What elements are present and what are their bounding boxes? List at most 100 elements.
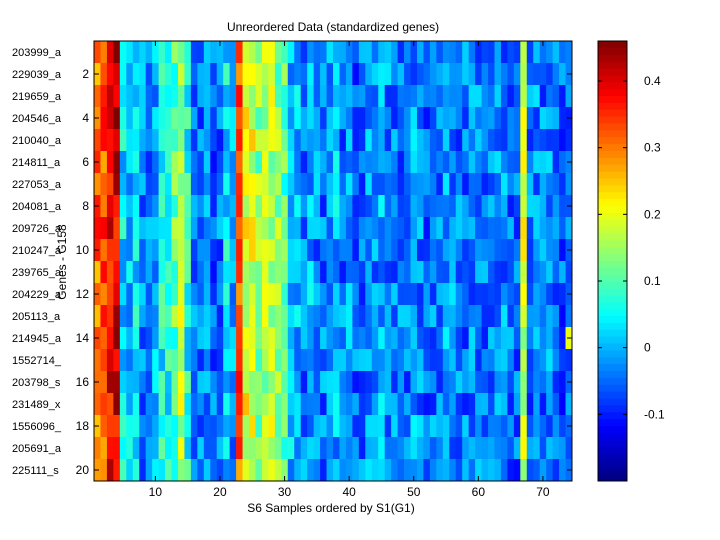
- heatmap-cell: [113, 129, 121, 152]
- heatmap-cell: [268, 437, 276, 460]
- heatmap-cell: [229, 217, 237, 240]
- y-tick-label: 16: [76, 375, 90, 389]
- heatmap-cell: [520, 393, 528, 416]
- heatmap-cell: [152, 151, 159, 174]
- heatmap-cell: [404, 151, 411, 174]
- heatmap-cell: [339, 239, 347, 262]
- heatmap-cell: [249, 239, 256, 262]
- heatmap-cell: [520, 151, 528, 174]
- heatmap-cell: [475, 151, 482, 174]
- heatmap-cell: [197, 327, 205, 350]
- heatmap-cell: [216, 283, 224, 306]
- heatmap-cell: [552, 129, 560, 152]
- heatmap-cell: [113, 107, 121, 130]
- heatmap-cell: [94, 217, 101, 240]
- heatmap-cell: [333, 107, 340, 130]
- heatmap-cell: [468, 371, 476, 394]
- heatmap-cell: [358, 151, 366, 174]
- heatmap-cell: [520, 437, 528, 460]
- heatmap-cell: [468, 283, 476, 306]
- heatmap-cell: [410, 85, 418, 108]
- colorbar-swatch: [598, 68, 627, 76]
- heatmap-cell: [229, 151, 237, 174]
- heatmap-cell: [268, 173, 276, 196]
- heatmap-cell: [429, 283, 437, 306]
- heatmap-cell: [358, 41, 366, 64]
- heatmap-cell: [410, 371, 418, 394]
- heatmap-cell: [539, 305, 547, 328]
- heatmap-cell: [410, 41, 418, 64]
- heatmap-cell: [410, 129, 418, 152]
- heatmap-cell: [300, 349, 308, 372]
- heatmap-cell: [274, 63, 282, 86]
- heatmap-cell: [391, 437, 398, 460]
- heatmap-cell: [442, 63, 450, 86]
- heatmap-cell: [378, 217, 386, 240]
- y-tick-label: 2: [82, 67, 89, 81]
- heatmap-cell: [126, 327, 134, 350]
- heatmap-cell: [384, 217, 392, 240]
- colorbar-swatch: [598, 47, 627, 56]
- heatmap-cell: [229, 459, 237, 482]
- heatmap-cell: [249, 217, 256, 240]
- heatmap-cell: [423, 371, 431, 394]
- heatmap-cell: [358, 437, 366, 460]
- heatmap-cell: [339, 349, 347, 372]
- colorbar-swatch: [598, 412, 627, 420]
- heatmap-cell: [249, 107, 256, 130]
- heatmap-cell: [462, 41, 470, 64]
- heatmap-cell: [132, 195, 140, 218]
- heatmap-cell: [345, 107, 353, 130]
- heatmap-cell: [494, 305, 502, 328]
- heatmap-cell: [145, 107, 153, 130]
- heatmap-cell: [197, 393, 205, 416]
- heatmap-cell: [242, 305, 250, 328]
- heatmap-cell: [249, 459, 256, 482]
- heatmap-cell: [371, 195, 379, 218]
- heatmap-cell: [559, 63, 566, 86]
- heatmap-cell: [100, 151, 108, 174]
- heatmap-cell: [139, 129, 147, 152]
- heatmap-cell: [281, 217, 289, 240]
- heatmap-cell: [423, 459, 431, 482]
- chart-title: Unreordered Data (standardized genes): [227, 20, 439, 34]
- heatmap-cell: [526, 195, 534, 218]
- heatmap-cell: [326, 393, 334, 416]
- heatmap-cell: [203, 173, 211, 196]
- heatmap-cell: [145, 85, 153, 108]
- heatmap-cell: [546, 151, 554, 174]
- gene-row-label: 214945_a: [12, 333, 62, 345]
- heatmap-cell: [139, 195, 147, 218]
- heatmap-cell: [526, 371, 534, 394]
- heatmap-cell: [455, 195, 463, 218]
- heatmap-cell: [216, 393, 224, 416]
- heatmap-cell: [513, 459, 521, 482]
- heatmap-cell: [526, 239, 534, 262]
- heatmap-cell: [494, 129, 502, 152]
- heatmap-cell: [468, 437, 476, 460]
- heatmap-cell: [249, 371, 256, 394]
- heatmap-cell: [287, 393, 295, 416]
- heatmap-cell: [442, 151, 450, 174]
- heatmap-cell: [171, 151, 179, 174]
- heatmap-cell: [281, 283, 289, 306]
- colorbar-tick-label: 0.4: [644, 74, 661, 88]
- heatmap-cell: [119, 129, 127, 152]
- heatmap-cell: [229, 327, 237, 350]
- colorbar-swatch: [598, 357, 627, 365]
- heatmap-cell: [106, 151, 114, 174]
- colorbar-swatch: [598, 199, 627, 207]
- heatmap-cell: [546, 173, 554, 196]
- colorbar-frame: [597, 40, 628, 482]
- heatmap-cell: [423, 151, 431, 174]
- heatmap-cell: [404, 261, 411, 284]
- heatmap-cell: [274, 107, 282, 130]
- heatmap-cell: [475, 217, 482, 240]
- heatmap-cell: [494, 85, 502, 108]
- heatmap-cell: [539, 41, 547, 64]
- heatmap-cell: [533, 41, 541, 64]
- heatmap-cell: [326, 349, 334, 372]
- heatmap-cell: [210, 393, 218, 416]
- colorbar-swatch: [598, 171, 627, 179]
- heatmap-cell: [268, 371, 276, 394]
